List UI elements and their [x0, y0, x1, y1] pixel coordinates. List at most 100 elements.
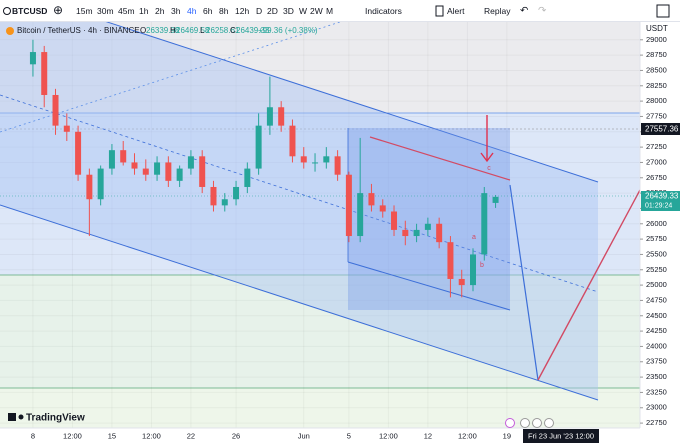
candle-body [300, 156, 307, 163]
ohlc-value: 26469.58 [176, 26, 210, 35]
countdown: 01:29:24 [645, 202, 672, 209]
y-tick-label: 27750 [646, 111, 667, 120]
candle-body [176, 168, 183, 181]
interval-button[interactable]: 1h [139, 6, 149, 16]
candle-body [210, 186, 217, 206]
time-axis [0, 428, 680, 444]
candle-body [41, 52, 48, 95]
candle-body [492, 196, 499, 203]
interval-buttons: 15m 30m 45m 1h 2h 3h 4h 6h 8h 12h D 2D 3D W 2W M [76, 6, 333, 16]
ohlc-value: 26258.61 [206, 26, 240, 35]
interval-button[interactable]: 15m [76, 6, 93, 16]
crosshair-label: Fri 23 Jun '23 12:00 [528, 431, 594, 440]
indicators-button[interactable]: Indicators [365, 6, 402, 16]
candle-body [187, 156, 194, 169]
candle-body [255, 125, 262, 169]
candle-body [424, 223, 431, 230]
x-tick-label: 12:00 [458, 431, 477, 440]
last-price-box [641, 191, 680, 211]
y-tick-label: 23750 [646, 357, 667, 366]
x-tick-labels: 8 12:00 15 12:00 22 26 Jun 5 12:00 12 12:00 19 [31, 431, 511, 440]
candle-body [368, 193, 375, 206]
candle-body [379, 205, 386, 212]
candle-body [481, 193, 488, 255]
interval-button[interactable]: 2W [310, 6, 323, 16]
ohlc-key: O [140, 26, 146, 35]
interval-button[interactable]: 3h [171, 6, 181, 16]
alert-button[interactable]: Alert [447, 6, 465, 16]
candles [29, 39, 499, 298]
y-tick-label: 23250 [646, 387, 667, 396]
candle-body [108, 150, 115, 169]
y-tick-label: 29000 [646, 35, 667, 44]
undo-button[interactable]: ↶ [520, 6, 528, 17]
interval-button[interactable]: D [256, 6, 262, 16]
interval-button[interactable]: 6h [203, 6, 213, 16]
interval-button[interactable]: M [326, 6, 333, 16]
ohlc-value: 26339.98 [146, 26, 180, 35]
candle-body [278, 107, 285, 126]
y-tick-label: 25750 [646, 234, 667, 243]
interval-button[interactable]: 2D [267, 6, 278, 16]
x-tick-label: 22 [187, 431, 195, 440]
candle-body [413, 229, 420, 237]
interval-button[interactable]: 45m [118, 6, 135, 16]
candle-body [52, 94, 59, 126]
interval-button[interactable]: 4h [187, 6, 197, 16]
search-icon[interactable] [3, 7, 11, 15]
position-zones [0, 22, 640, 428]
y-tick-label: 28000 [646, 96, 667, 105]
redo-button[interactable]: ↷ [538, 6, 547, 17]
x-tick-label: 5 [347, 431, 351, 440]
candle-body [266, 107, 273, 126]
candle-body [334, 156, 341, 175]
candle-body [402, 229, 409, 237]
candle-body [289, 125, 296, 157]
interval-button[interactable]: 3D [283, 6, 294, 16]
candle-body [447, 242, 454, 279]
candle-body [97, 168, 104, 200]
candle-body [165, 162, 172, 181]
price-marker-label: 27557.36 [645, 125, 679, 134]
alert-icon[interactable] [435, 5, 444, 17]
y-tick-label: 23500 [646, 372, 667, 381]
brand-logo: TradingView [8, 413, 85, 424]
currency-label: USDT [646, 24, 668, 33]
y-tick-label: 26000 [646, 219, 667, 228]
brand: TradingView [26, 413, 85, 424]
candle-body [233, 186, 240, 200]
compare-button[interactable]: ⊕ [53, 3, 63, 17]
legend-change: +99.36 (+0.38%) [258, 26, 318, 35]
replay-button[interactable]: Replay [484, 6, 511, 16]
candle-body [436, 223, 443, 243]
symbol-search[interactable]: BTCUSD [12, 6, 47, 16]
y-tick-label: 23000 [646, 403, 667, 412]
fullscreen-button[interactable] [656, 4, 670, 18]
wave-label: c [487, 165, 491, 172]
price-axis [640, 22, 680, 428]
y-tick-label: 26750 [646, 173, 667, 182]
candle-body [221, 199, 228, 206]
interval-button[interactable]: 30m [97, 6, 114, 16]
candle-body [312, 162, 319, 164]
y-tick-label: 27250 [646, 142, 667, 151]
ohlc-legend: O 26339.98H 26469.58L 26258.61C 26439.33 [140, 26, 270, 35]
x-tick-label: 8 [31, 431, 35, 440]
interval-button[interactable]: 12h [235, 6, 249, 16]
candle-body [244, 168, 251, 187]
x-tick-label: Jun [298, 431, 310, 440]
y-tick-label: 27000 [646, 157, 667, 166]
interval-button[interactable]: 8h [219, 6, 229, 16]
interval-button[interactable]: W [299, 6, 307, 16]
y-tick-label: 24250 [646, 326, 667, 335]
candle-body [63, 125, 70, 132]
symbol-icon [6, 27, 14, 35]
y-tick-label: 22750 [646, 418, 667, 427]
wave-labels: c a b [472, 165, 491, 269]
candle-body [323, 156, 330, 163]
y-tick-label: 28750 [646, 50, 667, 59]
candle-body [86, 174, 93, 200]
interval-button[interactable]: 2h [155, 6, 165, 16]
candle-body [154, 162, 161, 175]
x-tick-label: 12 [424, 431, 432, 440]
